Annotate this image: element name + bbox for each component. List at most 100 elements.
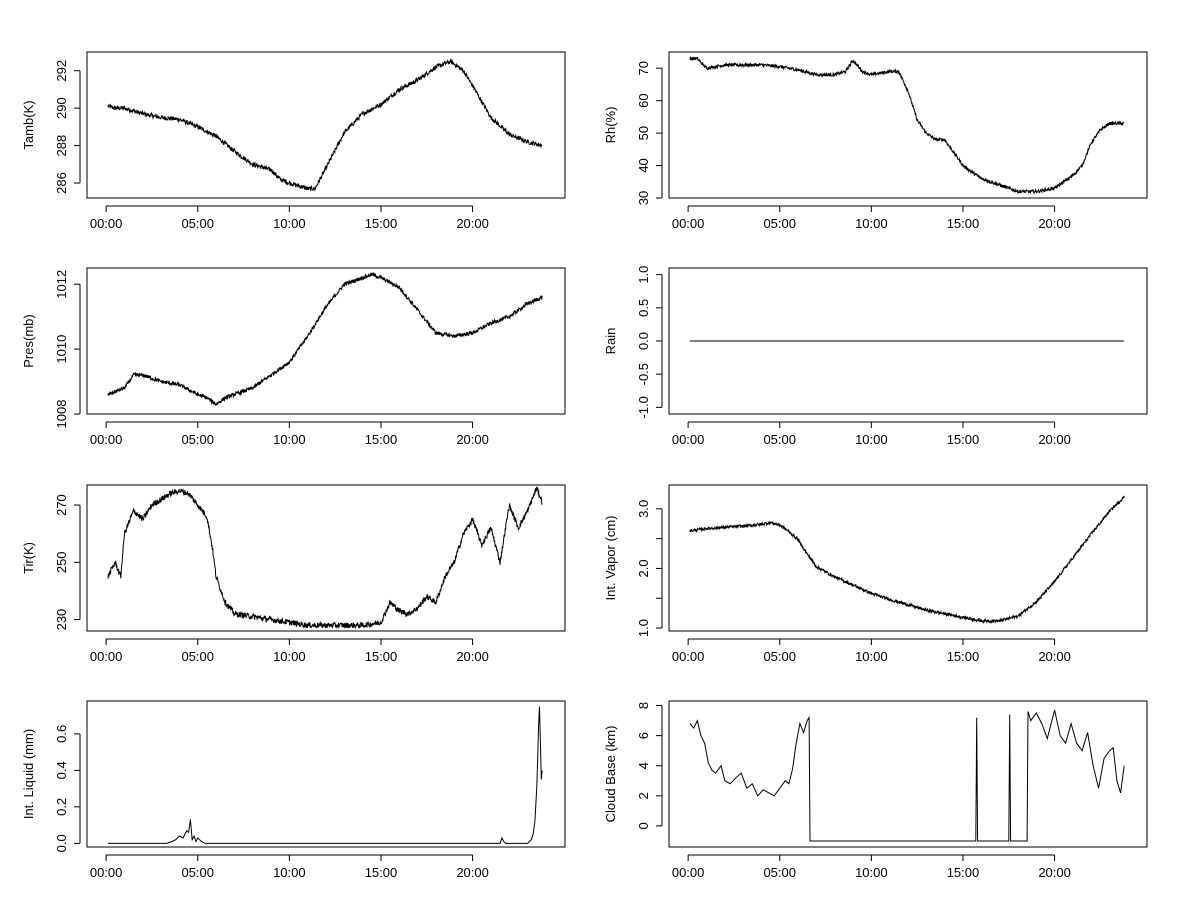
x-tick-label: 10:00 [855, 432, 888, 447]
x-tick-label: 10:00 [273, 216, 306, 231]
series-line [689, 56, 1125, 195]
x-tick-label: 05:00 [181, 865, 214, 880]
x-tick-label: 10:00 [273, 865, 306, 880]
x-tick-label: 00:00 [672, 216, 705, 231]
x-tick-label: 10:00 [855, 216, 888, 231]
x-tick-label: 20:00 [1038, 649, 1071, 664]
y-tick-label: -1.0 [636, 396, 651, 418]
x-tick-label: 00:00 [672, 865, 705, 880]
x-tick-label: 05:00 [763, 216, 796, 231]
y-tick-label: 60 [636, 93, 651, 107]
y-tick-label: 270 [54, 494, 69, 516]
y-tick-label: 286 [54, 172, 69, 194]
y-tick-label: 2 [636, 792, 651, 799]
x-tick-label: 20:00 [1038, 865, 1071, 880]
x-tick-label: 20:00 [1038, 216, 1071, 231]
x-tick-label: 00:00 [90, 216, 123, 231]
plot-frame [668, 700, 1148, 848]
x-tick-label: 10:00 [855, 865, 888, 880]
y-axis-title: Cloud Base (km) [603, 726, 618, 823]
y-tick-label: 1008 [54, 400, 69, 429]
chart-panel-tamb: 00:00 05:00 10:00 15:00 20:00 286 288 290 292 Tam… [21, 51, 566, 231]
x-tick-label: 15:00 [947, 432, 980, 447]
y-tick-label: 0.6 [54, 725, 69, 743]
plot-frame [86, 484, 566, 632]
x-tick-label: 15:00 [365, 865, 398, 880]
y-tick-label: 3.0 [636, 500, 651, 518]
x-tick-label: 10:00 [855, 649, 888, 664]
x-tick-label: 00:00 [672, 649, 705, 664]
y-tick-label: 0.0 [636, 332, 651, 350]
x-tick-label: 00:00 [90, 865, 123, 880]
y-axis-title: Rh(%) [603, 107, 618, 144]
y-tick-label: 8 [636, 702, 651, 709]
plot-frame [668, 51, 1148, 199]
y-tick-label: 290 [54, 97, 69, 119]
y-tick-label: 250 [54, 551, 69, 573]
x-tick-label: 05:00 [763, 649, 796, 664]
series-line [689, 709, 1125, 842]
chart-panel-cloud: 00:00 05:00 10:00 15:00 20:00 0 2 4 6 8 Cloud Base… [603, 700, 1148, 880]
y-tick-label: 4 [636, 762, 651, 769]
y-tick-label: 230 [54, 609, 69, 631]
x-tick-label: 15:00 [365, 649, 398, 664]
chart-panel-pres: 00:00 05:00 10:00 15:00 20:00 1008 1010 1012 Pre… [21, 267, 566, 447]
plot-frame [86, 267, 566, 415]
y-tick-label: 1012 [54, 270, 69, 299]
x-tick-label: 20:00 [456, 865, 489, 880]
x-tick-label: 00:00 [90, 432, 123, 447]
x-tick-label: 05:00 [181, 649, 214, 664]
x-tick-label: 05:00 [763, 865, 796, 880]
y-axis-title: Int. Vapor (cm) [603, 515, 618, 600]
y-axis-title: Int. Liquid (mm) [21, 729, 36, 819]
y-tick-label: 292 [54, 60, 69, 82]
x-tick-label: 15:00 [947, 865, 980, 880]
y-tick-label: 1010 [54, 335, 69, 364]
y-axis-title: Tir(K) [21, 542, 36, 574]
series-line [689, 495, 1125, 625]
y-tick-label: -0.5 [636, 363, 651, 385]
x-tick-label: 20:00 [1038, 432, 1071, 447]
chart-panel-rain: 00:00 05:00 10:00 15:00 20:00 -1.0 -0.5 0.0 0.5 1… [603, 266, 1148, 447]
x-tick-label: 00:00 [672, 432, 705, 447]
y-tick-label: 40 [636, 158, 651, 172]
x-tick-label: 20:00 [456, 649, 489, 664]
x-tick-label: 15:00 [947, 216, 980, 231]
y-tick-label: 0.2 [54, 798, 69, 816]
x-tick-label: 05:00 [181, 432, 214, 447]
y-tick-label: 288 [54, 135, 69, 157]
x-tick-label: 15:00 [365, 216, 398, 231]
y-axis-title: Pres(mb) [21, 314, 36, 367]
plot-frame [668, 484, 1148, 632]
y-axis-title: Rain [603, 328, 618, 355]
x-tick-label: 05:00 [181, 216, 214, 231]
y-tick-label: 0.4 [54, 761, 69, 779]
series-line [107, 58, 543, 192]
x-tick-label: 00:00 [90, 649, 123, 664]
x-tick-label: 15:00 [365, 432, 398, 447]
x-tick-label: 10:00 [273, 649, 306, 664]
y-tick-label: 70 [636, 61, 651, 75]
y-axis-title: Tamb(K) [21, 100, 36, 149]
y-tick-label: 50 [636, 126, 651, 140]
x-tick-label: 15:00 [947, 649, 980, 664]
series-line [107, 486, 543, 630]
plot-frame [668, 267, 1148, 415]
y-tick-label: 2.0 [636, 559, 651, 577]
plot-frame [86, 700, 566, 848]
y-tick-label: 6 [636, 732, 651, 739]
y-tick-label: 0 [636, 822, 651, 829]
chart-panel-liquid: 00:00 05:00 10:00 15:00 20:00 0.0 0.2 0.4 0.6 Int… [21, 700, 566, 880]
x-tick-label: 20:00 [456, 216, 489, 231]
y-tick-label: 1.0 [636, 266, 651, 284]
x-tick-label: 20:00 [456, 432, 489, 447]
chart-panel-tir: 00:00 05:00 10:00 15:00 20:00 230 250 270 Tir(K) [21, 484, 566, 664]
y-tick-label: 1.0 [636, 619, 651, 637]
chart-panel-vapor: 00:00 05:00 10:00 15:00 20:00 1.0 2.0 3.0 Int. V… [603, 484, 1148, 664]
plot-frame [86, 51, 566, 199]
y-tick-label: 30 [636, 191, 651, 205]
series-line [107, 271, 543, 407]
series-line [108, 706, 543, 844]
